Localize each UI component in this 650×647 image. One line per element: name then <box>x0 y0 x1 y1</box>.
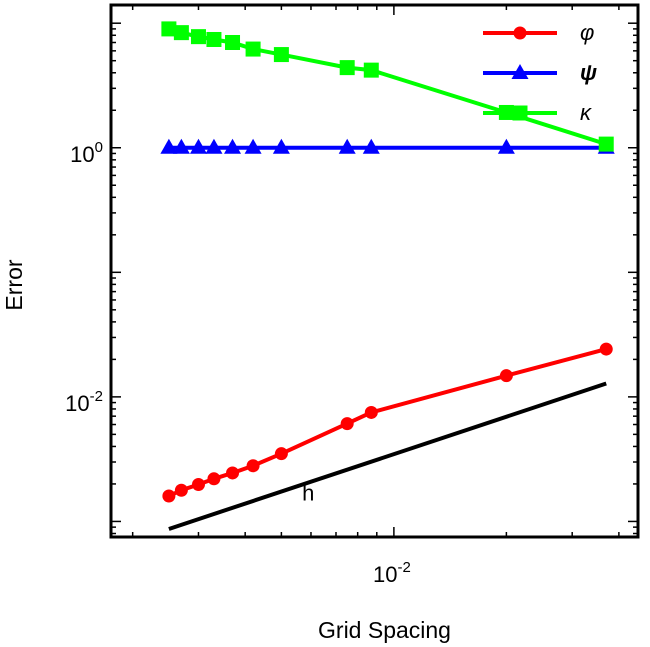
legend: φψκ <box>483 20 597 125</box>
legend-label: ψ <box>580 60 597 85</box>
axes <box>109 3 640 539</box>
annotation-label: h <box>302 481 314 506</box>
data-point <box>274 447 288 461</box>
legend-marker <box>513 26 527 40</box>
data-point <box>226 466 240 480</box>
series-line-reference <box>168 381 607 531</box>
data-point <box>499 369 513 383</box>
legend-marker <box>512 105 528 121</box>
data-point <box>174 483 188 497</box>
data-point <box>340 417 354 431</box>
chart-labels: 10-2 100 10-2 Grid Spacing Error h <box>1 139 451 643</box>
data-point <box>189 138 207 154</box>
data-point <box>190 29 206 45</box>
data-point <box>172 138 190 154</box>
legend-label: κ <box>580 100 592 125</box>
y-axis-label: Error <box>1 259 27 310</box>
x-axis-label: Grid Spacing <box>318 617 451 643</box>
y-tick-label: 10-2 <box>65 388 103 416</box>
data-point <box>497 138 515 154</box>
data-point <box>339 60 355 76</box>
data-point <box>246 459 260 473</box>
data-point <box>599 342 613 356</box>
y-tick-label: 100 <box>70 139 103 167</box>
data-point <box>160 138 178 154</box>
data-point <box>363 62 379 78</box>
data-point <box>191 477 205 491</box>
data-point <box>161 21 177 37</box>
data-point <box>245 41 261 57</box>
data-point <box>225 34 241 50</box>
data-point <box>364 405 378 419</box>
data-point <box>224 138 242 154</box>
plot-frame <box>109 3 640 539</box>
plot-series <box>160 21 615 531</box>
data-point <box>338 138 356 154</box>
legend-marker <box>511 64 529 79</box>
data-point <box>598 136 614 152</box>
data-point <box>207 472 221 486</box>
legend-label: φ <box>580 20 594 45</box>
data-point <box>173 25 189 41</box>
data-point <box>362 138 380 154</box>
data-point <box>272 138 290 154</box>
data-point <box>206 31 222 47</box>
data-point <box>273 47 289 63</box>
x-tick-label: 10-2 <box>373 559 411 587</box>
data-point <box>205 138 223 154</box>
data-point <box>244 138 262 154</box>
data-point <box>162 489 176 503</box>
